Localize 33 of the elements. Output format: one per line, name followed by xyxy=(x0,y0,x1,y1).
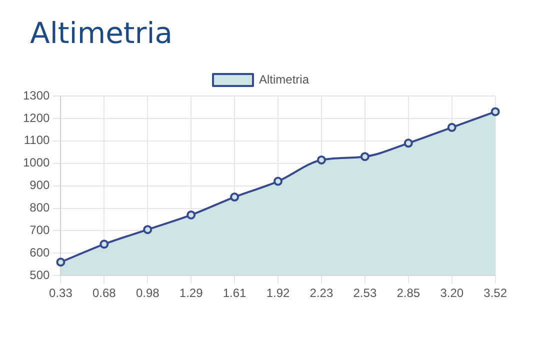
x-tick-label: 1.92 xyxy=(266,286,290,300)
y-tick-label: 1300 xyxy=(22,88,50,102)
x-tick-label: 2.53 xyxy=(353,286,377,300)
y-tick-label: 500 xyxy=(30,268,50,282)
x-tick-label: 2.23 xyxy=(310,286,334,300)
point xyxy=(490,107,500,116)
y-tick-label: 900 xyxy=(30,178,50,192)
x-tick-label: 1.61 xyxy=(222,286,247,300)
chart-title: Altimetria xyxy=(30,16,173,50)
legend-label: Altimetria xyxy=(258,72,310,86)
x-tick-label: 3.52 xyxy=(484,286,508,300)
x-tick-label: 2.85 xyxy=(396,286,420,300)
point xyxy=(360,152,370,162)
x-tick-label: 3.20 xyxy=(440,286,464,300)
point xyxy=(274,176,283,186)
x-tick-label: 1.29 xyxy=(179,286,204,300)
point xyxy=(447,122,456,132)
y-tick-label: 1000 xyxy=(22,156,50,170)
point xyxy=(230,192,240,202)
x-tick-label: 0.33 xyxy=(49,286,73,300)
point xyxy=(143,225,152,234)
point xyxy=(186,210,196,220)
y-tick-label: 1200 xyxy=(22,110,50,125)
y-tick-label: 1100 xyxy=(24,133,50,148)
point xyxy=(100,240,109,249)
point xyxy=(404,138,413,148)
x-tick-label: 0.98 xyxy=(136,286,160,300)
x-tick-label: 0.68 xyxy=(92,286,116,300)
point xyxy=(316,155,326,164)
y-tick-label: 800 xyxy=(30,200,50,215)
y-tick-label: 700 xyxy=(30,223,50,238)
y-tick-label: 600 xyxy=(30,245,50,260)
point xyxy=(56,258,66,267)
